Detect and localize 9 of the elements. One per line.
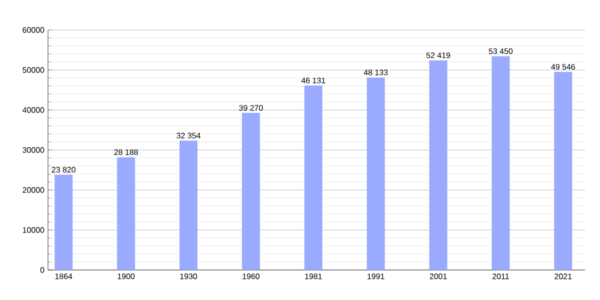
bar <box>492 56 510 270</box>
bar <box>117 157 136 270</box>
bar <box>429 60 448 270</box>
bar <box>366 77 385 270</box>
bar <box>54 174 73 270</box>
bar <box>179 140 198 270</box>
bar <box>554 72 572 270</box>
bar <box>242 112 260 270</box>
bar <box>304 85 322 270</box>
